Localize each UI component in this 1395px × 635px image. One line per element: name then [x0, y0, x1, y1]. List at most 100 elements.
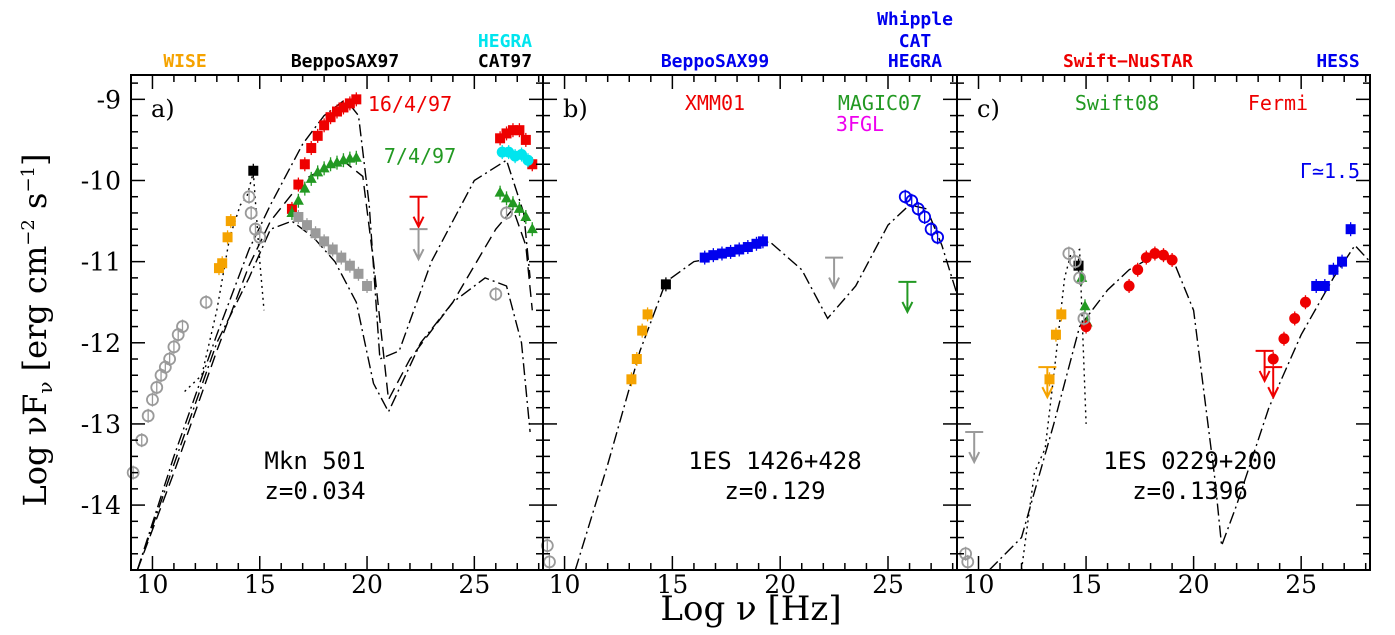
- y-tick-label: -9: [97, 85, 121, 114]
- data-point-square: [301, 220, 312, 231]
- data-point-open-circle: [167, 340, 181, 354]
- data-point-square: [725, 246, 736, 257]
- x-axis-label: Log ν [Hz]: [660, 589, 841, 629]
- data-point-open-circle: [500, 206, 513, 220]
- data-point-open-circle: [242, 190, 256, 204]
- y-tick-label: -11: [81, 248, 121, 277]
- y-tick-label: -13: [81, 410, 121, 439]
- data-point-open-circle: [163, 352, 177, 366]
- data-point-square: [742, 242, 753, 253]
- upper-limit-arrow: [898, 280, 917, 315]
- instrument-label: HESS: [1316, 51, 1359, 72]
- data-point-triangle: [520, 211, 532, 222]
- data-point-square: [1319, 280, 1330, 291]
- data-point-open-circle: [898, 190, 912, 204]
- data-point-open-circle: [918, 210, 932, 224]
- upper-limit-arrow: [409, 195, 428, 229]
- y-axis-label-mid: s: [16, 193, 54, 220]
- annotation-label: Swift08: [1075, 91, 1159, 115]
- data-point-open-circle: [1073, 271, 1087, 285]
- source-redshift: z=0.1396: [1132, 477, 1248, 505]
- upper-limit-arrow: [1264, 366, 1283, 400]
- data-point-triangle: [292, 194, 304, 205]
- data-point-open-circle: [911, 202, 925, 216]
- data-point-square: [631, 354, 642, 365]
- instrument-label: HEGRA: [888, 51, 942, 72]
- data-point-open-circle: [540, 539, 554, 553]
- data-point-circle: [1158, 249, 1169, 261]
- data-point-open-circle: [141, 409, 155, 423]
- data-point-open-circle: [126, 466, 140, 480]
- instrument-label: WISE: [163, 51, 206, 72]
- data-point-square: [699, 252, 710, 263]
- model-curve-dashdot: [136, 98, 531, 570]
- model-curve-dashed: [136, 161, 533, 570]
- data-point-triangle: [312, 166, 324, 177]
- data-point-square: [501, 128, 512, 139]
- model-curve-dashdot: [574, 204, 957, 570]
- data-point-square: [344, 98, 355, 109]
- data-point-open-circle: [961, 555, 975, 569]
- data-point-square: [716, 248, 727, 259]
- data-point-square: [708, 250, 719, 261]
- y-axis-label-end: ]: [16, 154, 54, 166]
- x-tick-label: 10: [963, 570, 995, 599]
- data-point-circle: [1132, 264, 1144, 276]
- data-point-square: [336, 252, 347, 263]
- data-point-square: [293, 212, 304, 223]
- data-point-open-circle: [489, 287, 503, 301]
- panel-label: b): [563, 95, 588, 123]
- data-point-square: [637, 325, 648, 336]
- data-point-triangle: [501, 192, 513, 203]
- data-point-square: [514, 125, 525, 136]
- data-point-circle: [1166, 254, 1178, 266]
- data-point-square: [1337, 256, 1348, 267]
- y-axis-label: Log νFν [erg cm−2 s−1]: [16, 154, 57, 507]
- data-point-open-circle: [1062, 247, 1076, 260]
- upper-limit-arrow: [1038, 366, 1057, 400]
- x-tick-label: 20: [1178, 570, 1210, 599]
- y-tick-label: -14: [81, 491, 121, 520]
- y-axis-label-units: [erg cm: [16, 246, 54, 372]
- data-point-triangle: [1079, 300, 1091, 311]
- annotation-label: MAGIC07: [838, 91, 922, 115]
- data-point-square: [1311, 280, 1322, 291]
- y-axis-label-spacer: [16, 371, 54, 381]
- data-point-triangle: [507, 197, 519, 208]
- data-point-square: [293, 179, 304, 190]
- data-point-open-circle: [905, 194, 919, 208]
- data-point-square: [495, 133, 506, 144]
- data-point-square: [306, 143, 317, 154]
- model-curve-dotted: [1020, 248, 1087, 570]
- data-point-open-circle: [1068, 255, 1082, 269]
- data-point-open-circle: [176, 320, 189, 333]
- panels-group: 10 15 20 25 -9 -10 -11 -12 -13 -14 a) WISE BeppoSAX9…: [81, 9, 1371, 599]
- data-point-circle: [1278, 333, 1290, 345]
- upper-limit-arrow: [409, 228, 428, 262]
- data-point-square: [332, 106, 342, 117]
- instrument-label: BeppoSAX97: [291, 51, 399, 72]
- instrument-label: Swift−NuSTAR: [1063, 51, 1193, 72]
- y-axis-label-exp2: −1: [18, 166, 39, 193]
- instrument-label: HEGRA: [478, 31, 532, 52]
- data-point-square: [325, 112, 336, 123]
- y-tick-label: -10: [81, 166, 121, 195]
- y-axis-label-sub: ν: [33, 381, 57, 393]
- data-point-square: [626, 374, 637, 385]
- instrument-label: CAT97: [478, 51, 532, 72]
- x-tick-label: 25: [1285, 570, 1317, 599]
- annotation-label: XMM01: [685, 91, 745, 115]
- data-point-circle: [1149, 248, 1161, 260]
- x-tick-label: 15: [656, 570, 688, 599]
- instrument-label: Whipple: [877, 9, 953, 30]
- data-point-square: [248, 165, 259, 176]
- data-point-open-circle: [931, 230, 944, 244]
- y-axis-label-exp1: −2: [18, 219, 39, 246]
- x-tick-label: 10: [137, 570, 169, 599]
- x-tick-label: 15: [1070, 570, 1102, 599]
- panel-3: 10 15 20 25 c) Swift−NuSTAR HESS Swift08 Fermi Γ≃…: [956, 51, 1371, 599]
- data-point-triangle: [513, 202, 525, 213]
- data-point-open-circle: [150, 381, 164, 394]
